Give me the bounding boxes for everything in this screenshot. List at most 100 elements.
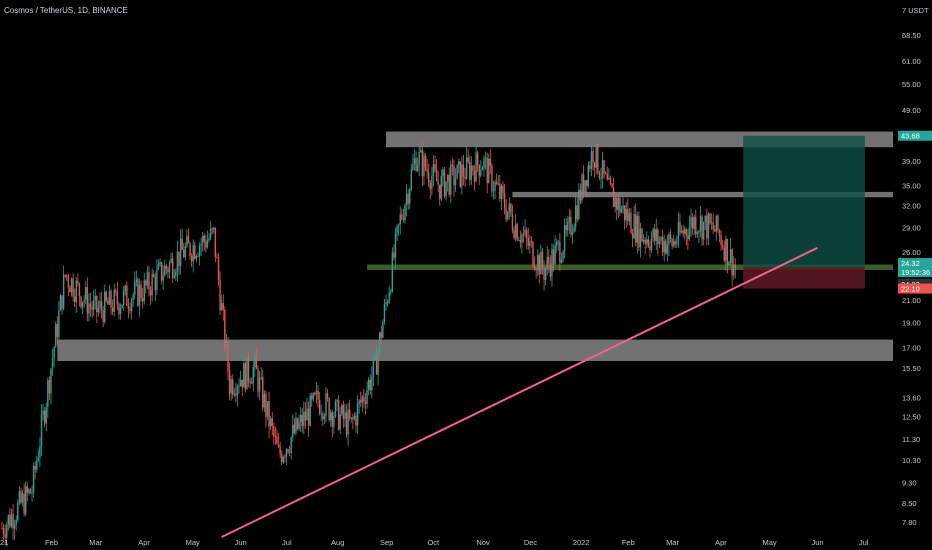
candle-body <box>20 491 22 503</box>
candle-body <box>693 216 695 229</box>
candle-body <box>157 264 160 270</box>
candle-body <box>288 452 291 454</box>
candle-body <box>573 226 575 233</box>
candle-body <box>525 229 528 238</box>
candle-body <box>691 217 694 229</box>
y-tick-label: 13.60 <box>902 393 921 402</box>
candle-body <box>726 238 729 266</box>
candle-body <box>344 412 346 419</box>
candle-body <box>733 264 735 276</box>
candle-body <box>668 234 670 245</box>
currency-label[interactable]: 7 USDT <box>902 6 929 15</box>
candle-body <box>337 399 340 430</box>
candle-body <box>435 169 438 182</box>
zone-resistance-mid[interactable] <box>512 191 893 198</box>
candle-body <box>217 258 220 280</box>
candle-body <box>171 258 174 278</box>
candle-body <box>189 243 191 257</box>
candle-body <box>45 406 47 424</box>
y-tick-label: 11.30 <box>902 435 920 444</box>
candle-body <box>712 222 714 230</box>
y-tick-label: 61.00 <box>902 57 921 66</box>
symbol-title: Cosmos / TetherUS, 1D, BINANCE <box>4 6 128 15</box>
candle-body <box>81 301 84 308</box>
candle-body <box>702 221 705 240</box>
candle-body <box>442 169 444 177</box>
trendline[interactable] <box>221 246 818 538</box>
candle-body <box>440 176 443 200</box>
candle-body <box>254 354 256 368</box>
candle-body <box>323 416 326 420</box>
candle-body <box>299 415 302 422</box>
candle-body <box>224 309 226 348</box>
candle-body <box>513 230 515 239</box>
candle-body <box>301 415 303 427</box>
candle-body <box>546 256 548 269</box>
position-loss-zone[interactable] <box>743 267 865 289</box>
candle-body <box>717 215 719 231</box>
candle-body <box>77 280 79 284</box>
candle-body <box>581 174 583 201</box>
candle-body <box>295 418 297 433</box>
candle-body <box>710 222 713 224</box>
candle-body <box>9 515 11 527</box>
candle-body <box>178 251 180 266</box>
candle-body <box>311 395 313 400</box>
candle-body <box>421 149 424 177</box>
candle-body <box>380 332 382 338</box>
candle-body <box>666 244 669 254</box>
candle-body <box>232 379 234 395</box>
candle-body <box>190 256 193 262</box>
candle-body <box>369 379 371 391</box>
candle-body <box>116 291 119 304</box>
candle-body <box>53 347 55 359</box>
y-tick-label: 12.50 <box>902 412 921 421</box>
candle-body <box>130 300 133 312</box>
x-tick-label: Oct <box>427 538 440 547</box>
candle-body <box>557 241 559 243</box>
candle-body <box>293 424 296 433</box>
y-tick-label: 9.30 <box>902 479 917 488</box>
candle-body <box>518 239 520 241</box>
candle-body <box>304 411 307 421</box>
candle-body <box>214 227 217 258</box>
y-tick-label: 68.50 <box>902 31 921 40</box>
x-tick-label: Sep <box>380 538 393 547</box>
candle-body <box>704 215 706 222</box>
candle-body <box>427 171 430 184</box>
candle-body <box>36 460 38 470</box>
zone-support-green[interactable] <box>367 264 893 271</box>
candle-body <box>492 190 495 192</box>
candle-body <box>478 164 480 176</box>
candle-body <box>149 290 152 296</box>
candle-body <box>37 457 40 461</box>
candle-body <box>164 265 166 276</box>
candle-body <box>96 296 98 313</box>
candle-body <box>393 252 395 258</box>
candle-body <box>341 405 343 415</box>
candle-body <box>111 307 114 312</box>
candle-body <box>64 274 66 276</box>
candle-body <box>6 524 8 538</box>
candle-body <box>2 528 5 535</box>
position-profit-zone[interactable] <box>743 135 865 268</box>
candle-body <box>386 301 389 303</box>
candle-body <box>625 208 627 221</box>
zone-support-low[interactable] <box>57 339 893 361</box>
candle-body <box>543 268 545 280</box>
candle-body <box>200 243 202 246</box>
candle-body <box>413 157 416 164</box>
candle-body <box>10 514 13 527</box>
candle-body <box>145 280 147 286</box>
candle-body <box>58 310 60 338</box>
candle-body <box>306 408 308 421</box>
candle-body <box>292 424 294 438</box>
candle-body <box>551 249 553 277</box>
candle-body <box>679 221 681 233</box>
candle-body <box>584 180 586 194</box>
candle-body <box>141 298 144 302</box>
y-tick-label: 19.00 <box>902 318 921 327</box>
candle-body <box>538 254 541 275</box>
candle-body <box>616 197 618 210</box>
